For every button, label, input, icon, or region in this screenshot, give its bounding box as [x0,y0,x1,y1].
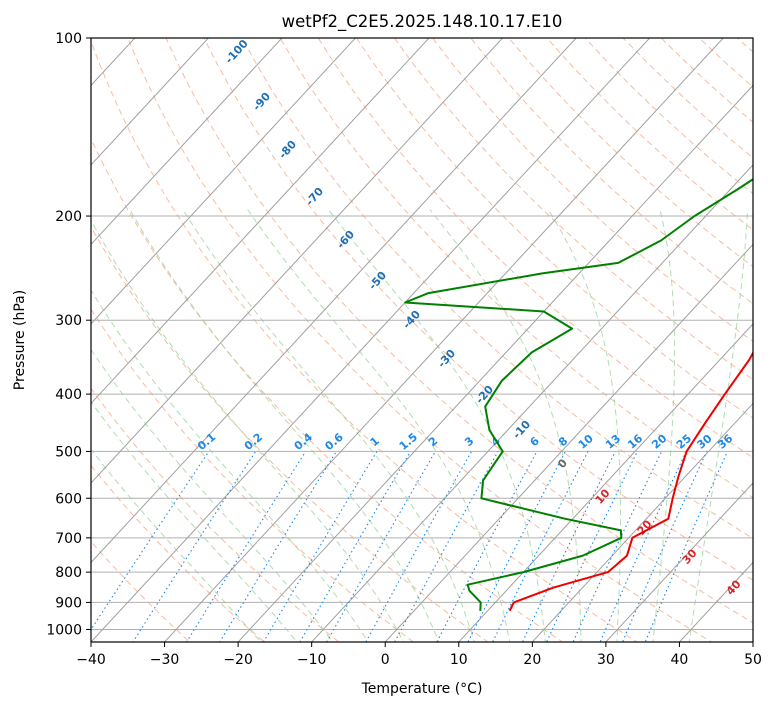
dry-adiabat [470,38,753,305]
isotherms [91,38,753,642]
moist-adiabat [91,448,262,642]
x-axis: −40 −30 −20 −10 0 10 20 30 40 50 [76,642,762,668]
dry-adiabat [317,38,753,459]
isotherm [91,38,504,484]
y-tick-label: 500 [55,444,82,460]
moist-adiabat [129,209,440,642]
x-tick-label: 50 [744,652,762,668]
moist-adiabat [688,209,749,642]
x-tick-label: 0 [381,652,390,668]
moist-adiabats [91,209,749,642]
y-tick-label: 700 [55,531,82,547]
isotherm [91,38,357,325]
mixing-ratio-line [467,451,566,642]
mixing-ratio-line [394,451,499,642]
dry-adiabat [165,38,753,624]
mixing-ratio-line [262,451,378,642]
isotherm [384,243,753,642]
isotherm [91,38,210,166]
chart-title: wetPf2_C2E5.2025.148.10.17.E10 [282,12,563,32]
y-tick-label: 100 [55,31,82,47]
y-tick-label: 400 [55,387,82,403]
moist-adiabat [91,400,298,642]
dry-adiabat [91,540,191,642]
dry-adiabat [91,40,639,642]
mixing-ratio-line [299,451,412,642]
mixing-ratio-line [545,451,638,642]
isotherm [91,38,430,405]
isotherm [91,38,283,246]
y-axis-title: Pressure (hPa) [12,290,28,390]
isotherm [163,38,724,642]
sounding-series [404,178,753,612]
moist-adiabat [247,209,511,642]
moist-adiabat [91,289,369,642]
mixing-ratio-line [436,451,538,642]
plot-frame [90,37,754,643]
x-tick-label: −20 [223,652,253,668]
y-tick-label: 900 [55,595,82,611]
isotherm [237,84,753,642]
isotherm [91,38,577,564]
mixing-ratio-line [365,451,472,642]
x-tick-label: 40 [671,652,689,668]
y-tick-label: 300 [55,313,82,329]
mixing-ratio-line [326,451,436,642]
y-axis: 100 200 300 400 500 600 700 800 900 1000 [46,31,91,638]
y-tick-label: 800 [55,565,82,581]
isotherm [458,323,753,642]
isotherm [531,402,753,642]
dry-adiabat [127,38,713,642]
temperature-profile [508,350,753,612]
x-tick-label: −10 [297,652,327,668]
x-tick-label: 20 [523,652,541,668]
y-tick-label: 200 [55,209,82,225]
isotherm [91,38,651,642]
dry-adiabat [279,38,753,499]
x-tick-label: 10 [450,652,468,668]
x-tick-label: −40 [76,652,106,668]
mixing-ratio-line [132,451,257,642]
moist-adiabat [91,219,405,642]
mixing-ratio-line [572,451,663,642]
moist-adiabat [429,209,582,642]
y-tick-label: 1000 [46,622,82,638]
x-tick-label: 30 [597,652,615,668]
y-tick-label: 600 [55,491,82,507]
mixing-ratio-line [219,451,337,642]
isotherm [605,482,753,642]
dewpoint-profile [404,178,753,611]
x-axis-title: Temperature (°C) [361,681,483,697]
x-tick-label: −30 [150,652,180,668]
isotherm [310,164,753,642]
mixing-ratio-line [521,451,616,642]
moist-adiabat [182,209,475,642]
